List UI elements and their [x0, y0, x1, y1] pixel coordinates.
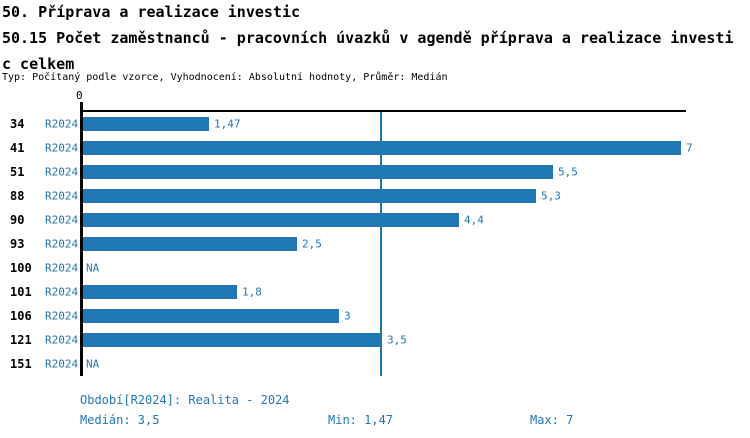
series-label: R2024	[45, 261, 79, 275]
category-label: 106	[10, 309, 32, 323]
report-meta: Typ: Počítaný podle vzorce, Vyhodnocení:…	[2, 72, 448, 83]
chart-row: 93 R2024 2,5	[0, 232, 750, 256]
report-title-line1: 50. Příprava a realizace investic	[2, 3, 301, 21]
value-label: NA	[86, 357, 100, 371]
category-label: 101	[10, 285, 32, 299]
chart-row: 151 R2024 NA	[0, 352, 750, 376]
series-label: R2024	[45, 309, 79, 323]
chart-row: 88 R2024 5,3	[0, 184, 750, 208]
category-label: 121	[10, 333, 32, 347]
category-label: 51	[10, 165, 25, 179]
value-label: 5,3	[541, 189, 561, 203]
chart-row: 106 R2024 3	[0, 304, 750, 328]
category-label: 41	[10, 141, 25, 155]
bar	[83, 213, 459, 227]
series-label: R2024	[45, 117, 79, 131]
bar	[83, 237, 297, 251]
chart-row: 34 R2024 1,47	[0, 112, 750, 136]
category-label: 100	[10, 261, 32, 275]
series-label: R2024	[45, 333, 79, 347]
footer-max: Max: 7	[530, 413, 574, 427]
category-label: 93	[10, 237, 25, 251]
chart-row: 51 R2024 5,5	[0, 160, 750, 184]
value-label: NA	[86, 261, 100, 275]
bar	[83, 309, 339, 323]
footer-period: Období[R2024]: Realita - 2024	[80, 393, 290, 407]
category-label: 88	[10, 189, 25, 203]
series-label: R2024	[45, 189, 79, 203]
x-axis-zero-tick-label: 0	[76, 89, 83, 102]
chart-row: 41 R2024 7	[0, 136, 750, 160]
value-label: 3,5	[387, 333, 407, 347]
footer-min: Min: 1,47	[328, 413, 394, 427]
category-label: 34	[10, 117, 25, 131]
report-title-line2: 50.15 Počet zaměstnanců - pracovních úva…	[2, 29, 734, 47]
bar	[83, 117, 209, 131]
report-title-line3: c celkem	[2, 55, 75, 73]
bar	[83, 165, 553, 179]
median-line	[380, 112, 382, 376]
category-label: 90	[10, 213, 25, 227]
chart-row: 101 R2024 1,8	[0, 280, 750, 304]
series-label: R2024	[45, 165, 79, 179]
chart-row: 121 R2024 3,5	[0, 328, 750, 352]
value-label: 7	[686, 141, 693, 155]
value-label: 1,47	[214, 117, 241, 131]
y-axis-line	[80, 102, 83, 376]
series-label: R2024	[45, 357, 79, 371]
category-label: 151	[10, 357, 32, 371]
value-label: 4,4	[464, 213, 484, 227]
value-label: 5,5	[558, 165, 578, 179]
bar	[83, 285, 237, 299]
chart-row: 90 R2024 4,4	[0, 208, 750, 232]
series-label: R2024	[45, 285, 79, 299]
series-label: R2024	[45, 213, 79, 227]
chart-row: 100 R2024 NA	[0, 256, 750, 280]
series-label: R2024	[45, 237, 79, 251]
footer-median: Medián: 3,5	[80, 413, 160, 427]
bar	[83, 189, 536, 203]
x-axis-top-line	[80, 110, 686, 112]
series-label: R2024	[45, 141, 79, 155]
bar	[83, 333, 382, 347]
value-label: 1,8	[242, 285, 262, 299]
value-label: 2,5	[302, 237, 322, 251]
bar	[83, 141, 681, 155]
value-label: 3	[344, 309, 351, 323]
